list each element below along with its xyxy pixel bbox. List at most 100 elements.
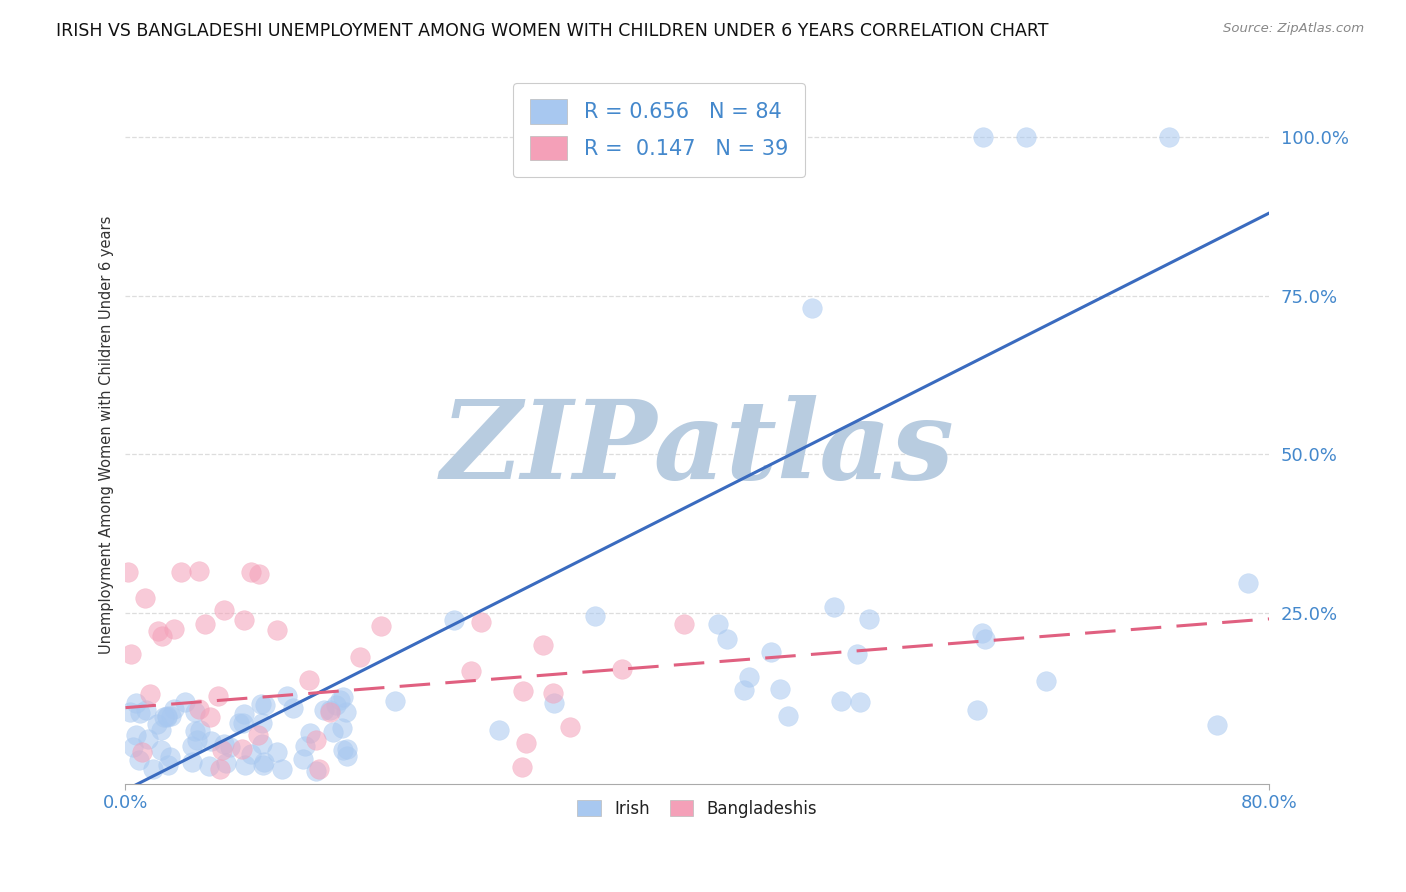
Point	[778, 709, 800, 723]
Point	[208, 762, 231, 776]
Point	[510, 760, 533, 774]
Point	[188, 723, 211, 737]
Point	[250, 697, 273, 711]
Point	[707, 616, 730, 631]
Point	[266, 745, 288, 759]
Point	[150, 742, 173, 756]
Point	[319, 702, 342, 716]
Point	[541, 686, 564, 700]
Point	[128, 753, 150, 767]
Point	[150, 630, 173, 644]
Point	[443, 613, 465, 627]
Point	[232, 613, 254, 627]
Point	[276, 689, 298, 703]
Point	[370, 619, 392, 633]
Point	[156, 708, 179, 723]
Point	[120, 706, 142, 720]
Point	[308, 762, 330, 776]
Point	[1157, 130, 1180, 145]
Point	[125, 696, 148, 710]
Point	[239, 747, 262, 761]
Point	[733, 683, 755, 698]
Point	[214, 737, 236, 751]
Point	[332, 690, 354, 705]
Text: Source: ZipAtlas.com: Source: ZipAtlas.com	[1223, 22, 1364, 36]
Point	[672, 616, 695, 631]
Point	[972, 130, 994, 145]
Point	[1015, 130, 1038, 145]
Point	[136, 731, 159, 746]
Point	[247, 567, 270, 582]
Point	[470, 615, 492, 629]
Point	[560, 720, 582, 734]
Point	[332, 722, 354, 736]
Point	[716, 632, 738, 646]
Point	[304, 733, 326, 747]
Point	[146, 716, 169, 731]
Point	[329, 693, 352, 707]
Point	[246, 728, 269, 742]
Point	[336, 742, 359, 756]
Point	[800, 301, 823, 316]
Point	[291, 752, 314, 766]
Point	[184, 724, 207, 739]
Point	[515, 736, 537, 750]
Point	[271, 762, 294, 776]
Point	[849, 695, 872, 709]
Point	[335, 706, 357, 720]
Point	[1236, 576, 1258, 591]
Point	[125, 728, 148, 742]
Point	[332, 743, 354, 757]
Point	[254, 698, 277, 713]
Point	[159, 749, 181, 764]
Point	[322, 725, 344, 739]
Point	[173, 695, 195, 709]
Point	[325, 698, 347, 712]
Point	[163, 622, 186, 636]
Point	[312, 703, 335, 717]
Point	[823, 599, 845, 614]
Point	[966, 703, 988, 717]
Point	[460, 664, 482, 678]
Point	[543, 696, 565, 710]
Point	[122, 740, 145, 755]
Point	[146, 624, 169, 638]
Point	[336, 748, 359, 763]
Point	[187, 564, 209, 578]
Point	[281, 701, 304, 715]
Point	[738, 670, 761, 684]
Point	[298, 673, 321, 687]
Point	[194, 616, 217, 631]
Point	[156, 758, 179, 772]
Point	[215, 756, 238, 770]
Point	[181, 756, 204, 770]
Point	[188, 702, 211, 716]
Point	[531, 638, 554, 652]
Point	[384, 694, 406, 708]
Point	[212, 603, 235, 617]
Point	[129, 706, 152, 721]
Point	[266, 623, 288, 637]
Point	[253, 755, 276, 769]
Point	[488, 723, 510, 737]
Legend: Irish, Bangladeshis: Irish, Bangladeshis	[571, 793, 824, 824]
Point	[759, 645, 782, 659]
Point	[231, 741, 253, 756]
Point	[970, 625, 993, 640]
Point	[232, 715, 254, 730]
Point	[250, 715, 273, 730]
Point	[858, 612, 880, 626]
Point	[150, 723, 173, 737]
Point	[845, 648, 868, 662]
Point	[120, 647, 142, 661]
Point	[318, 706, 340, 720]
Point	[218, 740, 240, 755]
Point	[198, 759, 221, 773]
Y-axis label: Unemployment Among Women with Children Under 6 years: Unemployment Among Women with Children U…	[100, 216, 114, 654]
Point	[233, 706, 256, 721]
Point	[305, 764, 328, 778]
Point	[235, 758, 257, 772]
Point	[228, 715, 250, 730]
Point	[117, 565, 139, 579]
Point	[153, 710, 176, 724]
